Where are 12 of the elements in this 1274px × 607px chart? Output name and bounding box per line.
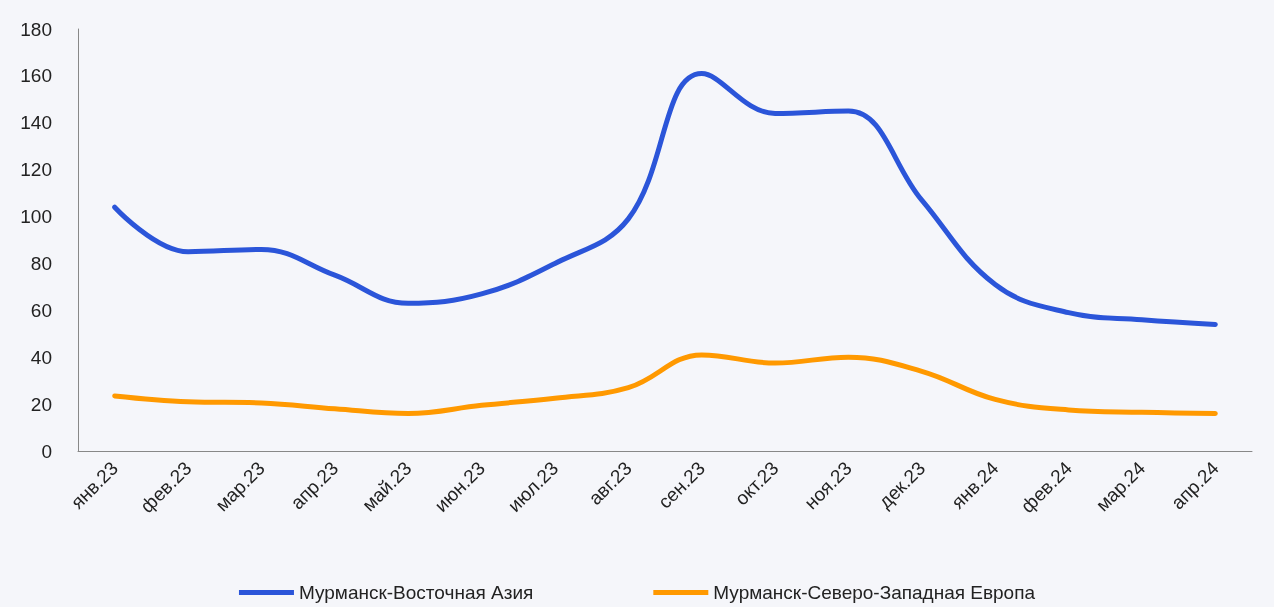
y-tick-label: 60 [30, 299, 52, 321]
y-tick-label: 160 [20, 65, 52, 87]
y-tick-label: 20 [30, 393, 52, 415]
y-tick-label: 40 [30, 346, 52, 368]
legend-label: Мурманск-Северо-Западная Европа [713, 582, 1036, 603]
legend-label: Мурманск-Восточная Азия [298, 582, 534, 603]
y-tick-label: 180 [20, 18, 52, 40]
y-tick-label: 100 [20, 206, 52, 228]
y-tick-label: 80 [30, 252, 52, 274]
y-tick-label: 140 [20, 112, 52, 134]
y-tick-label: 0 [41, 440, 52, 462]
y-tick-label: 120 [20, 159, 52, 181]
